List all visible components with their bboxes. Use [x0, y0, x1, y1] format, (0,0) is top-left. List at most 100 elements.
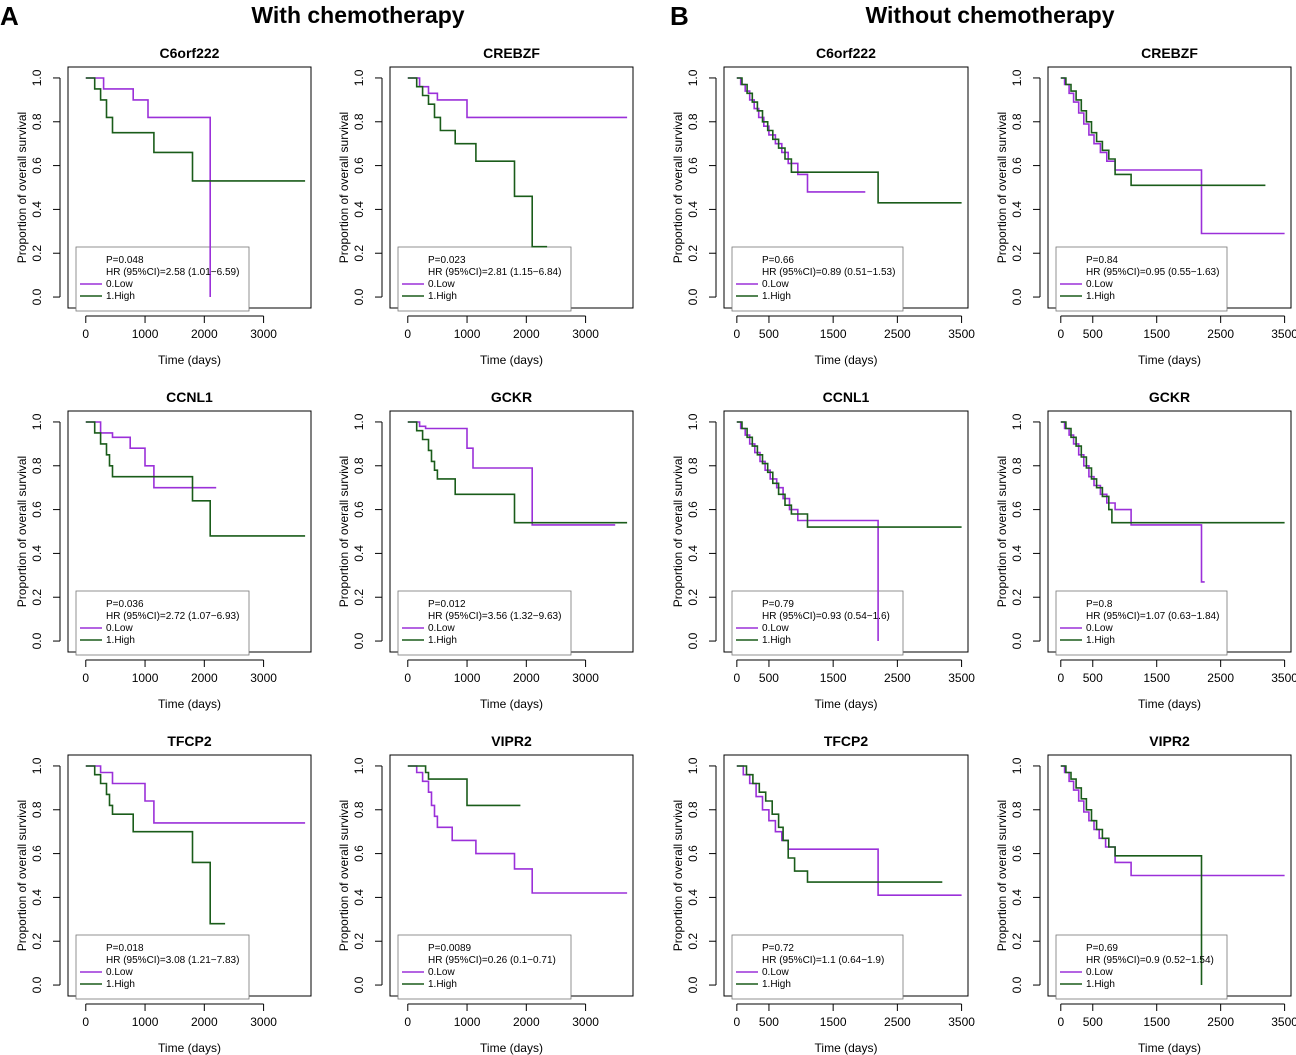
y-tick-label: 1.0 — [352, 69, 366, 86]
y-tick-label: 0.4 — [30, 889, 44, 906]
y-tick-label: 0.6 — [1010, 157, 1024, 174]
p-value-text: P=0.72 — [762, 943, 794, 954]
y-tick-label: 0.0 — [30, 976, 44, 993]
x-tick-label: 3500 — [1271, 1015, 1296, 1029]
legend-label-1-high: 1.High — [1086, 635, 1115, 646]
legend-label-1-high: 1.High — [106, 635, 135, 646]
plot-b-crebzf: CREBZF 0 500 1500 2500 3500 Time (days) 0.0 0.2 0… — [995, 45, 1296, 367]
y-tick-label: 0.6 — [1010, 501, 1024, 518]
legend-label-1-high: 1.High — [762, 635, 791, 646]
legend-label-1-high: 1.High — [106, 291, 135, 302]
x-tick-label: 0 — [82, 327, 89, 341]
plot-title: VIPR2 — [1149, 733, 1190, 749]
x-tick-label: 1500 — [1143, 671, 1170, 685]
p-value-text: P=0.69 — [1086, 943, 1118, 954]
y-tick-label: 0.0 — [352, 288, 366, 305]
km-curve-0-low — [736, 77, 866, 193]
km-curve-1-high — [85, 77, 306, 182]
legend-label-0-low: 0.Low — [106, 279, 133, 290]
x-tick-label: 3000 — [572, 1015, 599, 1029]
x-tick-label: 500 — [1083, 1015, 1103, 1029]
legend-label-0-low: 0.Low — [428, 623, 455, 634]
y-tick-label: 0.0 — [1010, 632, 1024, 649]
x-tick-label: 3000 — [250, 327, 277, 341]
y-axis-label: Proportion of overall survival — [337, 456, 351, 607]
y-tick-label: 0.4 — [352, 889, 366, 906]
x-axis-label: Time (days) — [158, 353, 221, 367]
hazard-ratio-text: HR (95%CI)=2.81 (1.15−6.84) — [428, 267, 561, 278]
x-tick-label: 2500 — [1207, 1015, 1234, 1029]
plot-title: TFCP2 — [167, 733, 212, 749]
legend-box — [397, 246, 572, 312]
x-tick-label: 3500 — [1271, 327, 1296, 341]
x-tick-label: 3500 — [1271, 671, 1296, 685]
y-axis-label: Proportion of overall survival — [671, 112, 685, 263]
legend-label-1-high: 1.High — [762, 979, 791, 990]
y-tick-label: 0.4 — [686, 889, 700, 906]
y-tick-label: 0.2 — [1010, 589, 1024, 606]
y-tick-label: 0.2 — [686, 589, 700, 606]
hazard-ratio-text: HR (95%CI)=3.08 (1.21−7.83) — [106, 955, 239, 966]
km-curve-1-high — [407, 421, 628, 524]
x-tick-label: 1000 — [132, 671, 159, 685]
x-axis-label: Time (days) — [1138, 353, 1201, 367]
km-curve-0-low — [85, 765, 306, 824]
legend-box — [731, 934, 904, 1000]
y-tick-label: 0.8 — [1010, 457, 1024, 474]
legend-label-1-high: 1.High — [762, 291, 791, 302]
y-tick-label: 0.2 — [30, 245, 44, 262]
legend-box — [397, 590, 572, 656]
legend-box — [75, 246, 250, 312]
x-axis-label: Time (days) — [480, 697, 543, 711]
plot-b-gckr: GCKR 0 500 1500 2500 3500 Time (days) 0.0 0.2 0.4… — [995, 389, 1296, 711]
x-tick-label: 0 — [404, 1015, 411, 1029]
x-tick-label: 1000 — [454, 1015, 481, 1029]
km-curve-0-low — [736, 765, 962, 896]
section-title-b: Without chemotherapy — [866, 2, 1115, 28]
y-tick-label: 1.0 — [686, 413, 700, 430]
y-axis-label: Proportion of overall survival — [337, 800, 351, 951]
y-tick-label: 0.4 — [1010, 545, 1024, 562]
p-value-text: P=0.66 — [762, 255, 794, 266]
legend-box — [75, 934, 250, 1000]
y-tick-label: 0.2 — [352, 933, 366, 950]
plot-title: CREBZF — [483, 45, 540, 61]
legend-label-0-low: 0.Low — [762, 967, 789, 978]
x-tick-label: 1500 — [1143, 327, 1170, 341]
y-tick-label: 0.0 — [1010, 976, 1024, 993]
km-curve-1-high — [736, 77, 962, 204]
x-axis-label: Time (days) — [158, 697, 221, 711]
y-tick-label: 0.0 — [30, 632, 44, 649]
x-axis-label: Time (days) — [1138, 697, 1201, 711]
km-curve-1-high — [85, 421, 306, 537]
km-curve-1-high — [1060, 421, 1285, 524]
x-tick-label: 3500 — [948, 327, 975, 341]
x-tick-label: 2000 — [191, 671, 218, 685]
y-tick-label: 0.0 — [352, 976, 366, 993]
x-axis-label: Time (days) — [158, 1041, 221, 1055]
y-tick-label: 0.6 — [686, 501, 700, 518]
y-tick-label: 0.4 — [1010, 889, 1024, 906]
x-tick-label: 0 — [82, 671, 89, 685]
y-tick-label: 0.6 — [30, 845, 44, 862]
y-tick-label: 0.2 — [1010, 245, 1024, 262]
y-tick-label: 0.8 — [686, 113, 700, 130]
y-axis-label: Proportion of overall survival — [337, 112, 351, 263]
plot-title: GCKR — [1149, 389, 1190, 405]
y-tick-label: 0.8 — [686, 457, 700, 474]
plot-a-c6orf222: C6orf222 0 1000 2000 3000 Time (days) 0.0 0.2 0.… — [15, 45, 312, 367]
survival-plots: C6orf222 0 1000 2000 3000 Time (days) 0.0 0.2 0.… — [15, 45, 1296, 1055]
legend-label-1-high: 1.High — [1086, 979, 1115, 990]
legend-label-0-low: 0.Low — [1086, 623, 1113, 634]
y-tick-label: 0.4 — [1010, 201, 1024, 218]
p-value-text: P=0.79 — [762, 599, 794, 610]
plot-a-ccnl1: CCNL1 0 1000 2000 3000 Time (days) 0.0 0.2 0.4 0.… — [15, 389, 312, 711]
plot-b-vipr2: VIPR2 0 500 1500 2500 3500 Time (days) 0.0 0.2 0.… — [995, 733, 1296, 1055]
x-tick-label: 3500 — [948, 1015, 975, 1029]
x-tick-label: 2500 — [884, 1015, 911, 1029]
y-tick-label: 0.8 — [352, 457, 366, 474]
km-curve-0-low — [736, 421, 879, 641]
x-tick-label: 0 — [82, 1015, 89, 1029]
x-tick-label: 0 — [1057, 327, 1064, 341]
x-tick-label: 3500 — [948, 671, 975, 685]
